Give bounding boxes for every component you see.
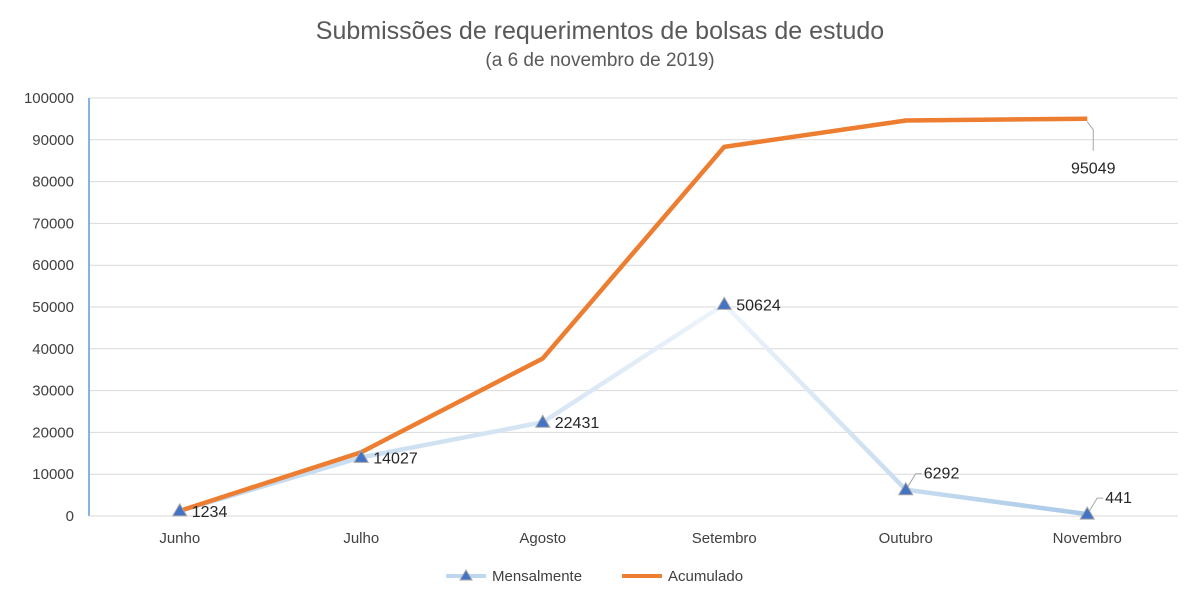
x-tick-label-julho: Julho bbox=[343, 530, 379, 547]
data-label-mensalmente-outubro: 6292 bbox=[924, 466, 960, 483]
y-tick-label-10000: 10000 bbox=[32, 466, 74, 483]
data-label-mensalmente-julho: 14027 bbox=[373, 450, 418, 467]
data-label-mensalmente-setembro: 50624 bbox=[736, 297, 781, 314]
data-label-acumulado-novembro: 95049 bbox=[1071, 161, 1116, 178]
chart-title: Submissões de requerimentos de bolsas de… bbox=[316, 17, 884, 45]
gridlines bbox=[89, 97, 1178, 475]
data-label-mensalmente-novembro: 441 bbox=[1105, 490, 1132, 507]
y-axis: 0 10000 20000 30000 40000 50000 60000 70000 8000… bbox=[24, 90, 90, 525]
y-tick-label-30000: 30000 bbox=[32, 383, 74, 400]
legend-label-acumulado: Acumulado bbox=[668, 568, 743, 585]
x-tick-label-agosto: Agosto bbox=[519, 530, 566, 547]
marker-mensalmente-outubro bbox=[897, 481, 914, 496]
series-line-mensalmente bbox=[179, 302, 1088, 517]
y-tick-label-60000: 60000 bbox=[32, 257, 74, 274]
y-tick-label-40000: 40000 bbox=[32, 341, 74, 358]
marker-mensalmente-setembro bbox=[716, 296, 733, 310]
x-tick-label-setembro: Setembro bbox=[692, 530, 757, 547]
data-label-mensalmente-agosto: 22431 bbox=[555, 415, 600, 432]
x-axis: Junho Julho Agosto Setembro Outubro Novembro bbox=[89, 515, 1178, 547]
marker-mensalmente-junho bbox=[171, 502, 188, 517]
series-line-acumulado bbox=[179, 116, 1088, 513]
y-tick-label-100000: 100000 bbox=[24, 90, 74, 107]
data-label-mensalmente-junho: 1234 bbox=[192, 504, 228, 521]
leader-line-mensalmente-novembro bbox=[1088, 497, 1104, 512]
x-tick-label-novembro: Novembro bbox=[1053, 530, 1122, 547]
y-tick-label-50000: 50000 bbox=[32, 299, 74, 316]
leader-line-acumulado-novembro bbox=[1086, 121, 1094, 151]
y-tick-label-0: 0 bbox=[66, 508, 74, 525]
x-tick-label-outubro: Outubro bbox=[879, 530, 933, 547]
data-labels: 1234 14027 22431 50624 6292 441 95049 bbox=[192, 121, 1132, 521]
chart-subtitle: (a 6 de novembro de 2019) bbox=[485, 50, 714, 71]
marker-mensalmente-julho bbox=[353, 449, 370, 463]
marker-mensalmente-novembro bbox=[1079, 506, 1096, 520]
marker-mensalmente-agosto bbox=[534, 414, 551, 428]
x-tick-label-junho: Junho bbox=[159, 530, 200, 547]
y-tick-label-80000: 80000 bbox=[32, 174, 74, 191]
legend-marker-mensalmente bbox=[459, 569, 473, 581]
legend: Mensalmente Acumulado bbox=[446, 568, 743, 585]
y-tick-label-70000: 70000 bbox=[32, 215, 74, 232]
series-group bbox=[171, 116, 1096, 520]
y-tick-label-90000: 90000 bbox=[32, 132, 74, 149]
y-tick-label-20000: 20000 bbox=[32, 424, 74, 441]
legend-label-mensalmente: Mensalmente bbox=[492, 568, 582, 585]
leader-line-mensalmente-outubro bbox=[907, 473, 922, 487]
